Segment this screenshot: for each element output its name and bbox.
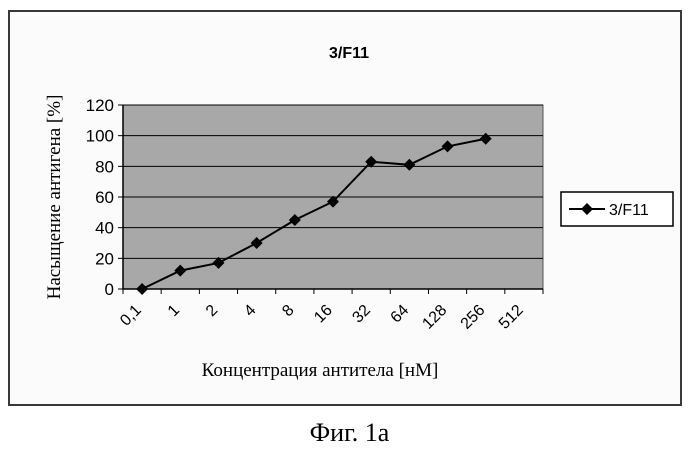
y-tick-label: 60 <box>95 188 114 207</box>
data-point <box>136 283 149 295</box>
y-tick-label: 20 <box>95 249 114 268</box>
chart-svg: 0 20 40 60 80 100 120 0,1 1 2 4 8 16 32 64 128 256 512 3/F… <box>44 45 674 381</box>
chart-title: 3/F11 <box>329 45 369 62</box>
x-tick-label: 0,1 <box>117 302 145 330</box>
x-axis-label: Концентрация антитела [нМ] <box>202 360 439 381</box>
x-tick-label: 4 <box>241 302 259 320</box>
x-tick-label: 32 <box>349 302 374 327</box>
x-tick-label: 512 <box>496 302 527 333</box>
data-point <box>365 155 378 168</box>
x-tick-label: 2 <box>203 302 221 320</box>
data-point <box>479 132 492 145</box>
x-tick-label: 256 <box>458 302 489 333</box>
y-tick-label: 0 <box>105 280 114 299</box>
x-tick-label: 1 <box>165 302 183 320</box>
x-tick-label: 16 <box>311 302 336 327</box>
legend-label: 3/F11 <box>609 202 649 219</box>
data-point <box>288 214 301 226</box>
data-point <box>212 256 225 269</box>
data-point <box>441 140 454 153</box>
y-tick-label: 120 <box>86 96 114 115</box>
y-tick-label: 80 <box>95 157 114 176</box>
y-tick-label: 40 <box>95 219 114 238</box>
x-tick-label: 128 <box>419 302 450 333</box>
x-tick-label: 8 <box>279 302 297 320</box>
legend-box <box>560 191 674 227</box>
y-tick-label: 100 <box>86 127 114 146</box>
legend-marker <box>581 203 593 215</box>
series-line <box>141 137 486 290</box>
data-point <box>403 158 416 171</box>
data-point <box>174 264 187 277</box>
y-axis-label: Насыщение антигена [%] <box>44 95 65 300</box>
data-point <box>250 237 263 249</box>
x-tick-label: 64 <box>388 302 413 327</box>
data-point <box>327 195 339 208</box>
figure-caption: Фиг. 1а <box>309 418 390 447</box>
chart-frame: 0 20 40 60 80 100 120 0,1 1 2 4 8 16 32 64 128 256 512 3/F… <box>8 10 682 406</box>
